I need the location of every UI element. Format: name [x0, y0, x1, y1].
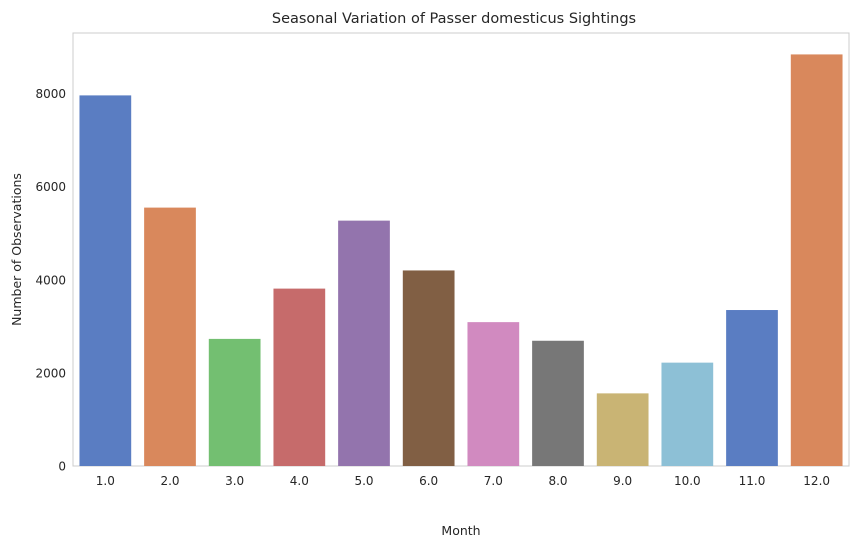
- bars: [79, 54, 843, 467]
- x-tick-label: 7.0: [484, 474, 503, 488]
- bar-5.0: [338, 220, 390, 466]
- x-tick-label: 5.0: [354, 474, 373, 488]
- bar-9.0: [596, 393, 649, 466]
- y-tick-label: 8000: [35, 87, 66, 101]
- y-tick-label: 0: [58, 460, 66, 474]
- x-tick-label: 6.0: [419, 474, 438, 488]
- x-tick-label: 1.0: [96, 474, 115, 488]
- x-tick-label: 3.0: [225, 474, 244, 488]
- bar-2.0: [144, 207, 196, 466]
- x-tick-label: 12.0: [803, 474, 830, 488]
- plot-area: 0 2000 4000 6000 8000 1.0 2.0 3.0 4.0 5.0 6.0 7.0 8…: [35, 32, 850, 488]
- x-axis-label: Month: [441, 523, 480, 538]
- x-axis-ticks: 1.0 2.0 3.0 4.0 5.0 6.0 7.0 8.0 9.0 10.0 11.0 12.0: [96, 474, 830, 488]
- x-tick-label: 11.0: [739, 474, 766, 488]
- bar-7.0: [467, 322, 520, 466]
- y-tick-label: 4000: [35, 273, 66, 287]
- bar-11.0: [726, 310, 778, 466]
- bar-3.0: [208, 338, 261, 466]
- x-tick-label: 10.0: [674, 474, 701, 488]
- bar-1.0: [79, 95, 132, 466]
- x-tick-label: 2.0: [160, 474, 179, 488]
- plot-frame: [72, 32, 850, 467]
- x-tick-label: 8.0: [548, 474, 567, 488]
- chart-title: Seasonal Variation of Passer domesticus …: [272, 11, 636, 27]
- y-axis-label: Number of Observations: [9, 173, 24, 326]
- y-tick-label: 2000: [35, 366, 66, 380]
- bar-8.0: [532, 340, 584, 466]
- bar-6.0: [402, 270, 455, 466]
- bar-4.0: [273, 288, 326, 466]
- y-tick-label: 6000: [35, 180, 66, 194]
- bar-10.0: [661, 362, 714, 466]
- bar-12.0: [790, 54, 843, 467]
- x-tick-label: 4.0: [290, 474, 309, 488]
- y-axis-ticks: 0 2000 4000 6000 8000: [35, 87, 66, 473]
- x-tick-label: 9.0: [613, 474, 632, 488]
